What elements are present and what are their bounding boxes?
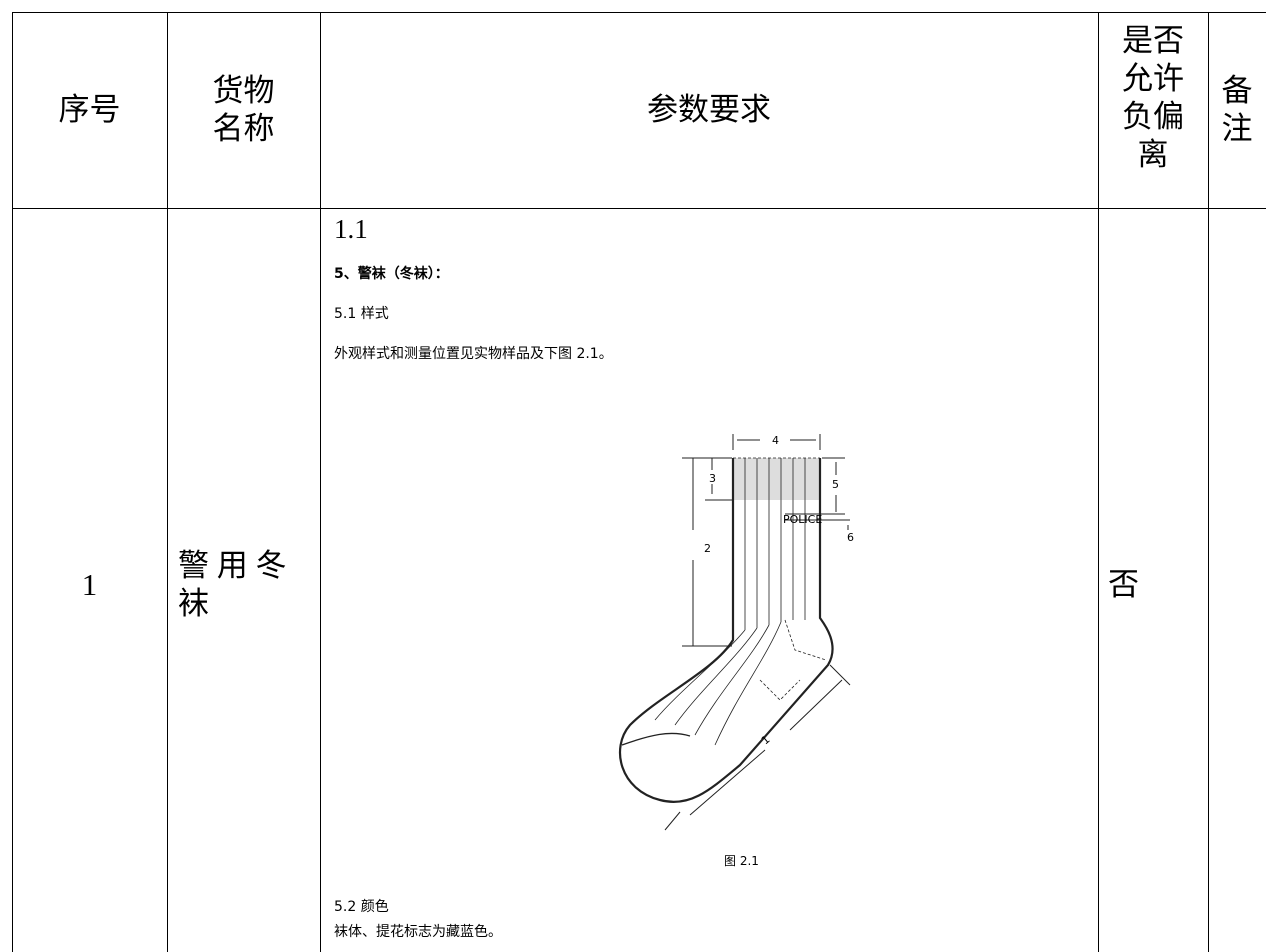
spec-text: 外观样式和测量位置见实物样品及下图 2.1。 bbox=[334, 346, 613, 362]
header-cell: 参数要求 bbox=[320, 91, 1098, 129]
spec-text: 袜体、提花标志为藏蓝色。 bbox=[334, 924, 502, 940]
deviation: 否 bbox=[1108, 567, 1139, 602]
sock-outline bbox=[618, 458, 834, 803]
rule bbox=[12, 12, 13, 952]
dimension-label: 6 bbox=[847, 531, 854, 544]
header-text: 离 bbox=[1137, 137, 1169, 172]
toe-line bbox=[621, 732, 691, 746]
header-text: 参数要求 bbox=[647, 92, 771, 127]
spec-heading: 5、警袜（冬袜）： bbox=[334, 266, 449, 282]
header-text: 序号 bbox=[58, 92, 121, 127]
rule bbox=[1208, 12, 1209, 952]
rule bbox=[12, 208, 1266, 209]
rule bbox=[167, 12, 168, 952]
header-text: 货物 bbox=[212, 73, 275, 108]
row-index: 1 bbox=[81, 567, 98, 602]
spec-number: 1.1 bbox=[334, 214, 368, 244]
spec-subtitle: 5.2 颜色 bbox=[334, 899, 389, 915]
header-cell: 序号 bbox=[12, 91, 167, 129]
header-text: 允许 bbox=[1122, 61, 1184, 96]
rib-lines bbox=[654, 458, 806, 746]
dimension-label: 4 bbox=[772, 434, 779, 447]
heel-lines bbox=[733, 457, 827, 701]
logo-text: POLICE bbox=[783, 513, 822, 526]
dimension-label: 3 bbox=[709, 472, 716, 485]
dimension-label: 1 bbox=[759, 733, 773, 747]
dimension-label: 2 bbox=[704, 542, 711, 555]
header-cell: 货物 名称 bbox=[167, 72, 320, 148]
header-text: 负偏 bbox=[1122, 99, 1184, 134]
row-name: 警 用 冬袜 bbox=[178, 547, 318, 623]
header-cell: 是否 允许 负偏离 bbox=[1098, 22, 1208, 174]
header-text: 注 bbox=[1221, 111, 1253, 146]
rule bbox=[12, 12, 1266, 13]
dimension-lines bbox=[664, 434, 851, 831]
spec-subtitle: 5.1 样式 bbox=[334, 306, 389, 322]
header-text: 备 bbox=[1221, 73, 1253, 108]
name-line: 警 用 冬 bbox=[178, 548, 287, 583]
header-text: 名称 bbox=[212, 111, 275, 146]
rule bbox=[1098, 12, 1099, 952]
figure-caption: 图 2.1 bbox=[724, 854, 759, 868]
header-cell: 备注 bbox=[1208, 72, 1266, 148]
header-text: 是否 bbox=[1122, 23, 1184, 58]
rule bbox=[320, 12, 321, 952]
dimension-label: 5 bbox=[832, 478, 839, 491]
name-line: 袜 bbox=[178, 586, 209, 621]
cuff bbox=[733, 458, 820, 500]
